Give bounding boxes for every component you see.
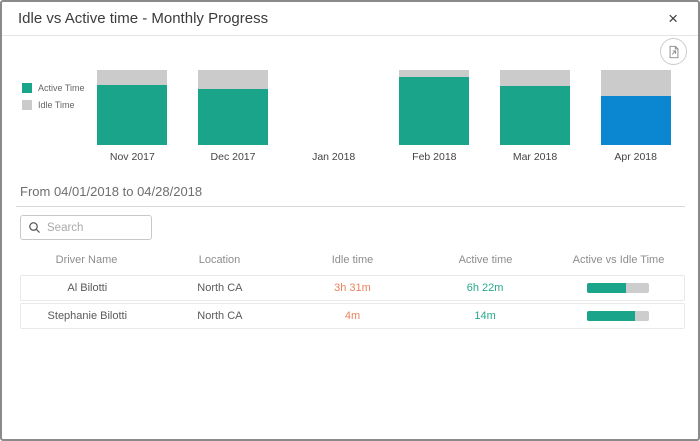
- location-cell: North CA: [197, 282, 243, 294]
- active-time-segment: [399, 76, 470, 145]
- idle-time-swatch: [22, 100, 32, 110]
- active-time-cell: 6h 22m: [466, 282, 504, 294]
- column-header-active-vs-idle: Active vs Idle Time: [572, 254, 665, 266]
- idle-time-segment: [399, 70, 470, 77]
- location-cell: North CA: [197, 310, 243, 322]
- stacked-bar[interactable]: [299, 70, 369, 145]
- column-header-location: Location: [198, 254, 241, 266]
- stacked-bar[interactable]: [399, 70, 470, 145]
- month-label: Nov 2017: [109, 151, 155, 163]
- stacked-bar[interactable]: [600, 70, 671, 145]
- legend-item-idle-time[interactable]: Idle Time: [22, 100, 82, 110]
- active-time-segment: [97, 85, 168, 145]
- table-header-row: Driver Name Location Idle time Active ti…: [20, 252, 685, 275]
- idle-time-segment: [600, 70, 671, 97]
- chart-column: Apr 2018: [585, 70, 686, 163]
- idle-time-segment: [97, 70, 168, 85]
- active-time-cell: 14m: [474, 310, 496, 322]
- column-header-idle-time: Idle time: [331, 254, 374, 266]
- divider: [16, 206, 685, 207]
- dialog-title: Idle vs Active time - Monthly Progress: [18, 10, 269, 27]
- monthly-progress-chart: Active Time Idle Time Nov 2017 Dec 2017 Ja…: [2, 70, 698, 163]
- active-time-segment: [198, 88, 268, 145]
- table-body: Al Bilotti North CA 3h 31m 6h 22m Stephanie …: [20, 275, 685, 329]
- month-label: Feb 2018: [412, 151, 457, 163]
- search-box[interactable]: [20, 215, 152, 240]
- table-row[interactable]: Al Bilotti North CA 3h 31m 6h 22m: [20, 275, 685, 301]
- chart-column: Dec 2017: [183, 70, 284, 163]
- export-report-button[interactable]: [660, 38, 687, 65]
- active-progress-fill: [586, 311, 636, 321]
- month-label: Dec 2017: [210, 151, 256, 163]
- stacked-bar[interactable]: [97, 70, 168, 145]
- search-input[interactable]: [47, 221, 144, 234]
- active-vs-idle-cell: [551, 311, 684, 321]
- stacked-bar[interactable]: [198, 70, 268, 145]
- column-header-driver-name: Driver Name: [55, 254, 118, 266]
- driver-name-cell: Stephanie Bilotti: [47, 310, 128, 322]
- chart-column: Jan 2018: [283, 70, 384, 163]
- idle-time-cell: 4m: [344, 310, 361, 322]
- legend-item-active-time[interactable]: Active Time: [22, 83, 85, 93]
- chart-column: Feb 2018: [384, 70, 485, 163]
- chart-legend: Active Time Idle Time: [2, 70, 85, 163]
- idle-time-segment: [500, 70, 571, 86]
- dialog-header: Idle vs Active time - Monthly Progress ×: [2, 2, 698, 36]
- active-time-segment: [500, 85, 571, 145]
- progress-track: [586, 311, 649, 321]
- chart-column: Nov 2017: [82, 70, 183, 163]
- bar-chart-columns: Nov 2017 Dec 2017 Jan 2018 Feb 2018 Mar 2018…: [82, 70, 698, 163]
- column-header-active-time: Active time: [458, 254, 513, 266]
- drivers-table: Driver Name Location Idle time Active ti…: [20, 252, 685, 329]
- month-label: Apr 2018: [614, 151, 657, 163]
- month-label: Jan 2018: [312, 151, 356, 163]
- active-time-segment: [600, 96, 671, 145]
- chart-column: Mar 2018: [485, 70, 586, 163]
- active-vs-idle-cell: [551, 283, 684, 293]
- search-icon: [28, 221, 41, 234]
- legend-label: Idle Time: [38, 100, 75, 110]
- active-time-swatch: [22, 83, 32, 93]
- month-label: Mar 2018: [512, 151, 558, 163]
- idle-time-cell: 3h 31m: [334, 282, 371, 294]
- stacked-bar[interactable]: [500, 70, 571, 145]
- close-icon[interactable]: ×: [668, 9, 678, 28]
- table-row[interactable]: Stephanie Bilotti North CA 4m 14m: [20, 303, 685, 329]
- legend-label: Active Time: [38, 83, 85, 93]
- progress-track: [586, 283, 649, 293]
- idle-time-segment: [198, 70, 268, 89]
- active-progress-fill: [586, 283, 627, 293]
- date-range-label: From 04/01/2018 to 04/28/2018: [20, 184, 203, 199]
- driver-name-cell: Al Bilotti: [67, 282, 108, 294]
- export-report-icon: [667, 45, 681, 59]
